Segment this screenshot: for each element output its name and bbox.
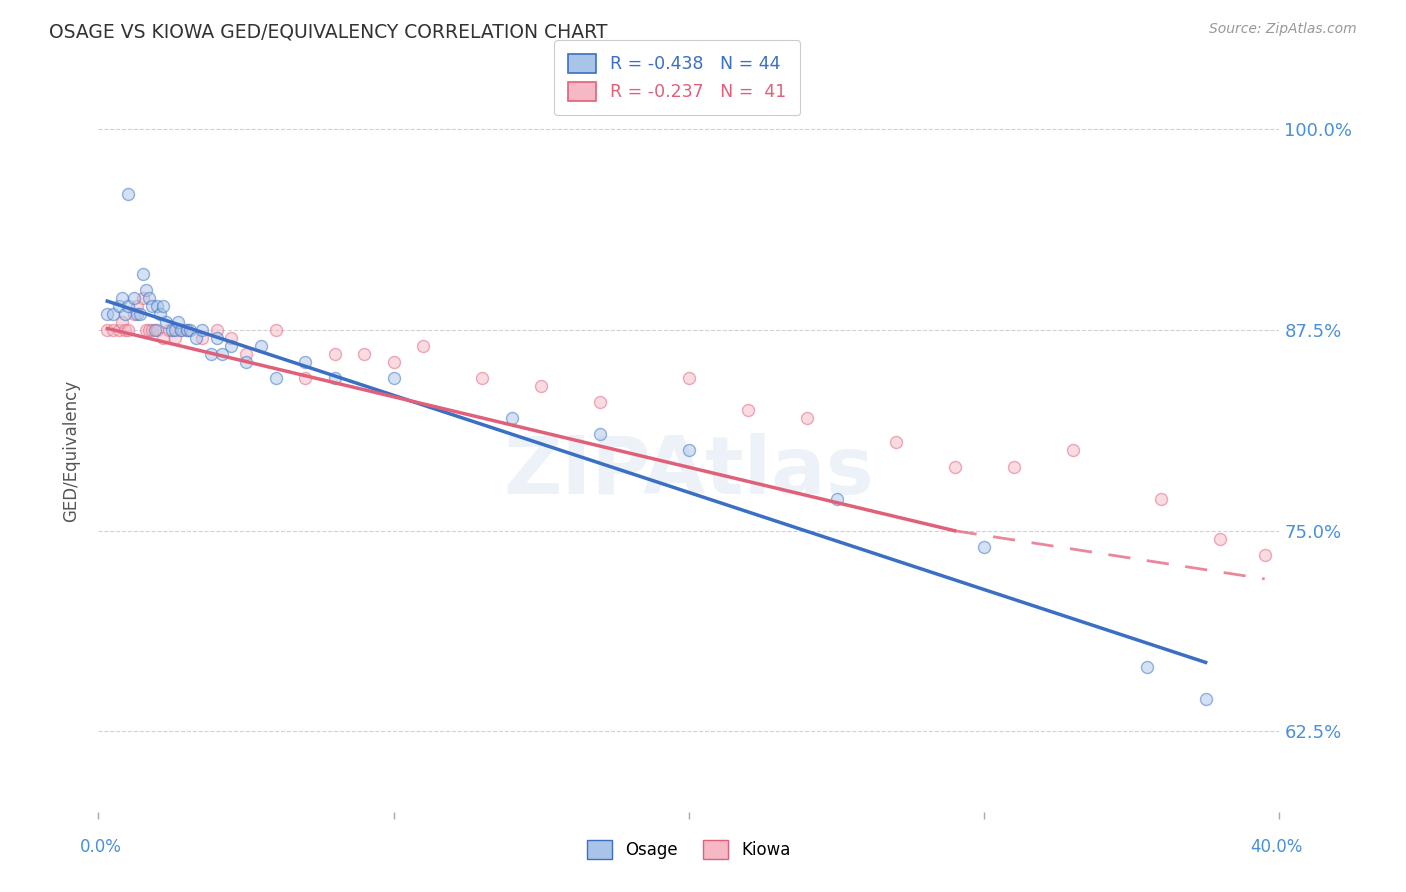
Osage xyxy=(162,323,183,337)
Kiowa xyxy=(117,323,139,337)
Kiowa xyxy=(323,347,346,361)
Osage xyxy=(678,443,700,458)
Kiowa xyxy=(796,411,818,425)
Osage xyxy=(96,307,118,321)
Osage xyxy=(200,347,222,361)
Kiowa xyxy=(176,323,198,337)
Legend: R = -0.438   N = 44, R = -0.237   N =  41: R = -0.438 N = 44, R = -0.237 N = 41 xyxy=(554,40,800,115)
Osage xyxy=(114,307,136,321)
Kiowa xyxy=(114,323,136,337)
Osage xyxy=(170,323,193,337)
Osage xyxy=(205,331,228,345)
Kiowa xyxy=(111,315,134,329)
Osage xyxy=(122,291,145,305)
Osage xyxy=(155,315,177,329)
Kiowa xyxy=(678,371,700,385)
Kiowa xyxy=(108,323,131,337)
Osage xyxy=(165,323,187,337)
Osage xyxy=(589,427,612,442)
Kiowa xyxy=(382,355,405,369)
Osage xyxy=(117,299,139,313)
Kiowa xyxy=(96,323,118,337)
Kiowa xyxy=(221,331,243,345)
Osage xyxy=(294,355,316,369)
Osage xyxy=(132,267,155,281)
Osage xyxy=(149,307,172,321)
Osage xyxy=(141,299,163,313)
Osage xyxy=(167,315,190,329)
Osage xyxy=(323,371,346,385)
Osage xyxy=(973,540,995,554)
Text: ZIPAtlas: ZIPAtlas xyxy=(503,434,875,511)
Osage xyxy=(111,291,134,305)
Kiowa xyxy=(152,331,174,345)
Kiowa xyxy=(264,323,287,337)
Kiowa xyxy=(471,371,494,385)
Kiowa xyxy=(737,403,759,417)
Osage xyxy=(146,299,169,313)
Kiowa xyxy=(125,299,148,313)
Kiowa xyxy=(1002,459,1025,474)
Kiowa xyxy=(943,459,966,474)
Kiowa xyxy=(294,371,316,385)
Osage xyxy=(138,291,160,305)
Osage xyxy=(117,186,139,201)
Kiowa xyxy=(1062,443,1084,458)
Kiowa xyxy=(589,395,612,409)
Osage xyxy=(176,323,198,337)
Osage xyxy=(135,283,157,297)
Kiowa xyxy=(205,323,228,337)
Kiowa xyxy=(1150,491,1173,506)
Osage xyxy=(382,371,405,385)
Osage xyxy=(108,299,131,313)
Legend: Osage, Kiowa: Osage, Kiowa xyxy=(581,834,797,866)
Kiowa xyxy=(530,379,553,393)
Kiowa xyxy=(1209,532,1232,546)
Osage xyxy=(184,331,207,345)
Osage xyxy=(501,411,523,425)
Osage xyxy=(221,339,243,353)
Kiowa xyxy=(132,291,155,305)
Osage xyxy=(825,491,848,506)
Kiowa xyxy=(141,323,163,337)
Osage xyxy=(125,307,148,321)
Osage xyxy=(1195,692,1218,706)
Osage xyxy=(103,307,125,321)
Osage xyxy=(264,371,287,385)
Kiowa xyxy=(170,323,193,337)
Text: OSAGE VS KIOWA GED/EQUIVALENCY CORRELATION CHART: OSAGE VS KIOWA GED/EQUIVALENCY CORRELATI… xyxy=(49,22,607,41)
Kiowa xyxy=(884,435,907,450)
Kiowa xyxy=(103,323,125,337)
Text: Source: ZipAtlas.com: Source: ZipAtlas.com xyxy=(1209,22,1357,37)
Text: 0.0%: 0.0% xyxy=(80,838,122,855)
Kiowa xyxy=(1254,548,1277,562)
Kiowa xyxy=(122,307,145,321)
Y-axis label: GED/Equivalency: GED/Equivalency xyxy=(62,379,80,522)
Osage xyxy=(128,307,150,321)
Osage xyxy=(143,323,166,337)
Osage xyxy=(152,299,174,313)
Text: 40.0%: 40.0% xyxy=(1250,838,1303,855)
Kiowa xyxy=(412,339,434,353)
Kiowa xyxy=(157,323,180,337)
Osage xyxy=(1136,660,1159,674)
Kiowa xyxy=(191,331,214,345)
Osage xyxy=(235,355,257,369)
Kiowa xyxy=(135,323,157,337)
Kiowa xyxy=(165,331,187,345)
Osage xyxy=(211,347,233,361)
Kiowa xyxy=(353,347,375,361)
Kiowa xyxy=(138,323,160,337)
Osage xyxy=(191,323,214,337)
Kiowa xyxy=(146,323,169,337)
Osage xyxy=(250,339,273,353)
Osage xyxy=(179,323,201,337)
Kiowa xyxy=(235,347,257,361)
